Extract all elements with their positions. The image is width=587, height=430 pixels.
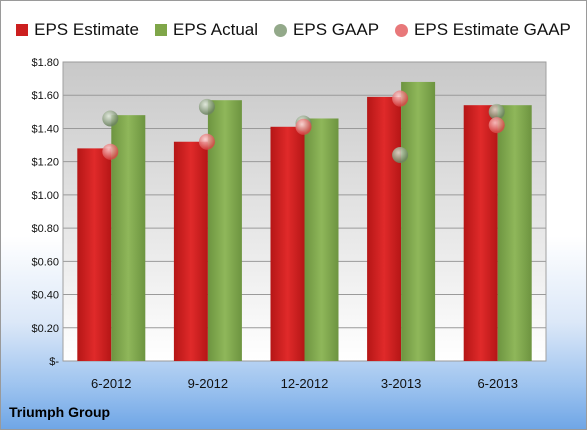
y-tick-label: $1.60 <box>31 90 59 102</box>
y-tick-label: $0.20 <box>31 323 59 335</box>
bar-eps-estimate-9-2012 <box>173 141 208 361</box>
legend-swatch <box>274 23 288 37</box>
legend-swatch <box>395 23 409 37</box>
y-tick-label: $0.80 <box>31 223 59 235</box>
point-eps-estimate-gaap-6-2013 <box>488 117 505 134</box>
x-tick-label: 6-2013 <box>477 376 517 391</box>
bar-eps-estimate-12-2012 <box>270 126 305 362</box>
point-eps-estimate-gaap-9-2012 <box>198 133 215 150</box>
bar-eps-actual-6-2012 <box>111 115 146 362</box>
bar-eps-estimate-6-2012 <box>77 148 112 361</box>
y-tick-label: $1.00 <box>31 190 59 202</box>
bar-eps-estimate-3-2013 <box>367 96 402 361</box>
legend-label: EPS Estimate <box>34 20 139 39</box>
point-eps-estimate-gaap-3-2013 <box>392 90 409 107</box>
point-eps-estimate-gaap-6-2012 <box>102 143 119 160</box>
bar-eps-actual-3-2013 <box>401 81 436 361</box>
bar-eps-estimate-6-2013 <box>463 105 498 361</box>
legend-label: EPS GAAP <box>293 20 380 39</box>
point-eps-gaap-3-2013 <box>392 147 409 164</box>
x-tick-label: 6-2012 <box>91 376 131 391</box>
y-tick-label: $0.40 <box>31 290 59 302</box>
company-label: Triumph Group <box>9 404 111 420</box>
legend-label: EPS Estimate GAAP <box>414 20 571 39</box>
y-tick-label: $0.60 <box>31 256 59 268</box>
y-tick-label: $1.40 <box>31 123 59 135</box>
legend-item-eps-estimate: EPS Estimate <box>16 20 139 40</box>
point-eps-gaap-9-2012 <box>198 98 215 115</box>
legend-item-eps-actual: EPS Actual <box>154 20 259 40</box>
x-tick-label: 12-2012 <box>281 376 329 391</box>
bar-eps-actual-6-2013 <box>497 105 532 361</box>
y-tick-label: $1.80 <box>31 57 59 69</box>
legend-item-eps-gaap: EPS GAAP <box>274 20 379 40</box>
x-tick-label: 9-2012 <box>188 376 228 391</box>
y-tick-label: $- <box>49 356 59 368</box>
legend: EPS Estimate EPS Actual EPS GAAP EPS Estima… <box>1 15 586 45</box>
legend-label: EPS Actual <box>172 20 259 39</box>
point-eps-estimate-gaap-12-2012 <box>295 118 312 135</box>
point-eps-gaap-6-2012 <box>102 110 119 127</box>
y-tick-label: $1.20 <box>31 157 59 169</box>
legend-swatch <box>154 24 167 36</box>
legend-swatch <box>16 24 29 36</box>
x-tick-label: 3-2013 <box>381 376 421 391</box>
legend-item-eps-estimate-gaap: EPS Estimate GAAP <box>395 20 571 40</box>
bar-eps-actual-12-2012 <box>304 118 339 361</box>
point-eps-gaap-6-2013 <box>488 103 505 120</box>
